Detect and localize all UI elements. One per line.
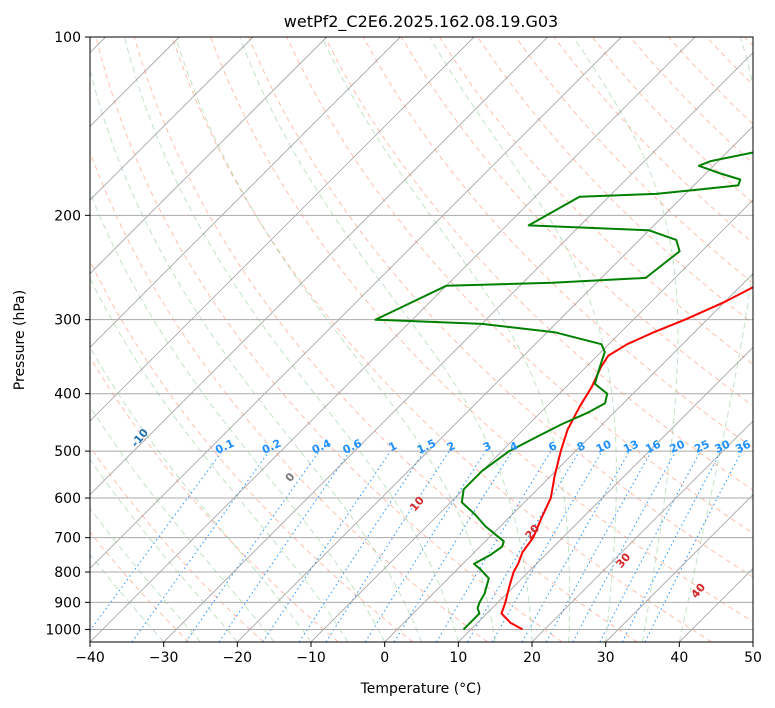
mixing-ratio-label: 16 <box>643 437 663 455</box>
y-tick-label: 800 <box>54 565 81 581</box>
isotherms <box>90 37 753 642</box>
isotherm-line <box>237 125 753 642</box>
x-tick-label: −10 <box>296 650 326 666</box>
y-axis-label: Pressure (hPa) <box>12 290 28 390</box>
mixing-ratio-label: 10 <box>594 437 614 455</box>
y-tick-label: 300 <box>54 313 81 329</box>
moist-adiabat-line <box>90 68 422 642</box>
mixing-ratio-line <box>185 450 320 642</box>
mixing-ratio-line <box>218 450 351 642</box>
isotherm-line <box>531 420 753 642</box>
moist-adiabat-line <box>90 553 165 642</box>
x-tick-label: −30 <box>149 650 179 666</box>
dry-adiabat-line <box>133 37 638 642</box>
reference-lines <box>90 37 753 642</box>
moist-adiabat-line <box>90 277 349 642</box>
dry-adiabat-line <box>515 37 753 284</box>
x-tick-label: −20 <box>223 650 253 666</box>
mixing-ratio-label: 36 <box>733 437 753 455</box>
moist-adiabat-line <box>90 405 275 642</box>
y-tick-label: 900 <box>54 595 81 611</box>
x-tick-label: 50 <box>744 650 762 666</box>
y-tick-label: 400 <box>54 387 81 403</box>
plot-frame <box>89 36 754 643</box>
isotherm-line <box>310 199 753 642</box>
isotherm-line <box>90 37 475 422</box>
y-tick-label: 700 <box>54 531 81 547</box>
mixing-ratio-line <box>325 450 450 642</box>
mixing-ratio-line <box>298 450 425 642</box>
dry-adiabat-line <box>210 37 753 623</box>
y-tick-label: 200 <box>54 208 81 224</box>
x-tick-label: 40 <box>670 650 688 666</box>
dewpoint-profile-line <box>374 151 753 631</box>
dry-adiabat-line <box>95 37 563 642</box>
mixing-ratio-label: 30 <box>713 437 733 455</box>
pressure-grid <box>90 37 753 630</box>
x-tick-label: −40 <box>75 650 105 666</box>
x-tick-label: 0 <box>380 650 389 666</box>
x-tick-label: 20 <box>523 650 541 666</box>
isotherm-line <box>605 494 753 642</box>
mixing-ratio-lines <box>90 450 743 642</box>
x-tick-label: 10 <box>449 650 467 666</box>
moist-adiabat-line <box>90 458 238 642</box>
isotherm-line <box>458 346 753 642</box>
moist-adiabat-line <box>678 37 753 642</box>
dry-adiabat-line <box>90 445 264 642</box>
mixing-ratio-line <box>599 450 701 642</box>
isotherm-line <box>90 37 327 275</box>
mixing-ratio-line <box>262 450 392 642</box>
isotherm-line <box>90 37 401 348</box>
plot-area <box>90 37 753 642</box>
isotherm-line <box>163 52 753 642</box>
dry-adiabat-line <box>248 37 753 578</box>
moist-adiabat-line <box>90 190 386 642</box>
isotherm-line <box>90 37 548 496</box>
x-tick-label: 30 <box>597 650 615 666</box>
moist-adiabat-line <box>124 37 459 642</box>
y-tick-label: 600 <box>54 491 81 507</box>
chart-title: wetPf2_C2E6.2025.162.08.19.G03 <box>284 12 558 32</box>
isotherm-line <box>90 37 254 201</box>
y-tick-label: 100 <box>54 30 81 46</box>
moist-adiabat-line <box>239 37 533 642</box>
dry-adiabat-line <box>90 531 190 642</box>
moist-adiabat-line <box>175 37 496 642</box>
moist-adiabat-line <box>90 507 201 642</box>
mixing-ratio-label: 20 <box>668 437 688 455</box>
dry-adiabat-line <box>438 37 753 366</box>
isotherm-line <box>90 37 622 569</box>
mixing-ratio-label: 25 <box>692 438 711 456</box>
mixing-ratio-line <box>572 450 677 642</box>
moist-adiabat-line <box>321 37 571 642</box>
y-tick-label: 1000 <box>45 622 81 638</box>
mixing-ratio-line <box>435 450 552 642</box>
mixing-ratio-line <box>364 450 486 642</box>
isotherm-line <box>90 37 696 642</box>
isotherm-line <box>384 273 753 642</box>
dry-adiabat-line <box>90 150 488 642</box>
axes: −40 −30 −20 −10 0 10 20 30 40 50 100 200 300 400 500 60… <box>45 30 762 666</box>
x-axis-label: Temperature (°C) <box>360 681 482 697</box>
moist-adiabat-line <box>573 37 679 642</box>
y-tick-label: 500 <box>54 444 81 460</box>
mixing-ratio-label: 13 <box>621 438 640 456</box>
dry-adiabat-line <box>171 37 712 642</box>
temperature-profile-line <box>500 286 753 631</box>
mixing-ratio-line <box>467 450 580 642</box>
